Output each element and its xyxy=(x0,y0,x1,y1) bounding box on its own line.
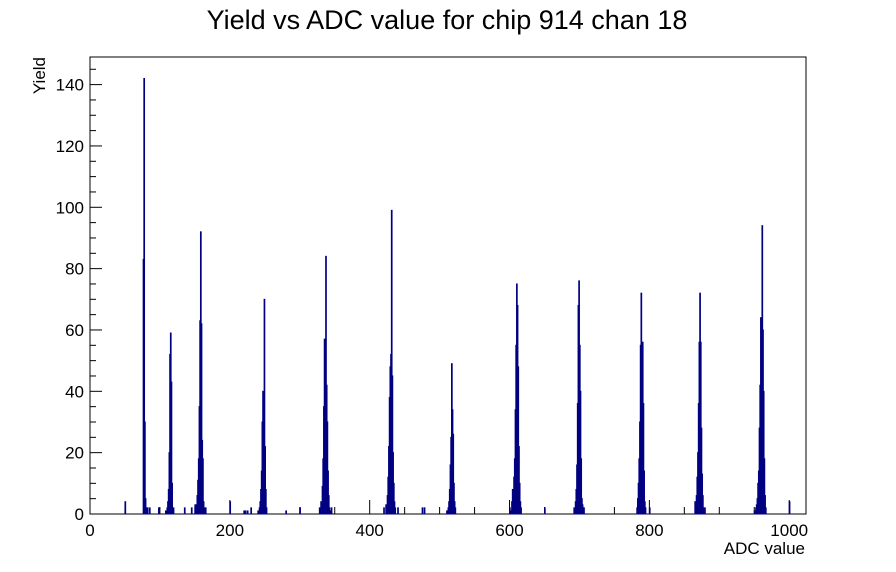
histogram-bin xyxy=(702,507,705,515)
histogram-bin xyxy=(446,510,448,515)
histogram-bin xyxy=(394,507,397,515)
y-tick-label: 60 xyxy=(65,321,84,340)
y-tick-label: 80 xyxy=(65,260,84,279)
histogram-bin xyxy=(171,482,174,515)
y-tick-label: 0 xyxy=(75,505,84,524)
histogram-bin xyxy=(244,510,247,515)
histogram-bin xyxy=(299,507,301,515)
histogram-bin xyxy=(644,507,647,515)
x-tick-label: 0 xyxy=(85,521,94,540)
y-axis: 0 20 40 60 80 100 120 140 xyxy=(56,68,102,524)
histogram-bin xyxy=(385,504,387,515)
histogram-bin xyxy=(421,507,424,515)
x-tick-label: 800 xyxy=(635,521,663,540)
histogram-bin xyxy=(148,507,151,515)
histogram-bin xyxy=(194,504,197,515)
histogram-bin xyxy=(250,507,253,515)
histogram-bin xyxy=(246,510,249,515)
histogram-bin xyxy=(423,507,426,515)
histogram-bin xyxy=(146,507,149,515)
histogram-bin xyxy=(145,507,148,515)
y-tick-label: 140 xyxy=(56,76,84,95)
histogram-bin xyxy=(204,507,207,515)
y-axis-title: Yield xyxy=(30,57,49,94)
y-tick-label: 120 xyxy=(56,137,84,156)
histogram-bin xyxy=(329,510,332,515)
histogram-bin xyxy=(397,507,399,515)
histogram-bin xyxy=(520,507,522,515)
histogram-bin xyxy=(320,501,322,515)
histogram-bin xyxy=(229,501,232,515)
histogram-bin xyxy=(190,507,193,515)
histogram-bin xyxy=(788,501,791,515)
histogram-bin xyxy=(257,510,260,515)
x-tick-label: 1000 xyxy=(770,521,808,540)
histogram-bin xyxy=(165,510,167,515)
histogram-bin xyxy=(704,507,706,515)
histogram-bin xyxy=(454,507,457,515)
histogram-bin xyxy=(203,507,206,515)
histogram-bin xyxy=(183,507,186,515)
histogram-bin xyxy=(285,510,287,515)
histogram-bin xyxy=(543,507,546,515)
histogram-bin xyxy=(764,507,767,515)
histogram-bin xyxy=(265,507,268,515)
y-tick-label: 100 xyxy=(56,198,84,217)
x-tick-label: 600 xyxy=(495,521,523,540)
x-tick-label: 400 xyxy=(356,521,384,540)
x-axis-title: ADC value xyxy=(724,539,805,558)
y-tick-label: 20 xyxy=(65,444,84,463)
histogram-bin xyxy=(124,501,127,515)
histogram-bin xyxy=(573,507,576,515)
chart-title: Yield vs ADC value for chip 914 chan 18 xyxy=(207,5,688,35)
histogram-bin xyxy=(243,510,246,515)
histogram-bin xyxy=(583,507,585,515)
histogram-bin xyxy=(509,507,511,515)
histogram-bin xyxy=(172,507,175,515)
histogram-bins xyxy=(124,77,791,515)
histogram-bin xyxy=(383,507,385,515)
histogram-bin xyxy=(330,507,333,515)
histogram-bin xyxy=(648,507,651,515)
y-tick-label: 40 xyxy=(65,382,84,401)
histogram-bin xyxy=(318,507,321,515)
histogram-bin xyxy=(753,510,756,515)
histogram-bin xyxy=(158,507,160,515)
x-axis: 0 200 400 600 800 1000 xyxy=(85,500,808,540)
x-tick-label: 200 xyxy=(216,521,244,540)
